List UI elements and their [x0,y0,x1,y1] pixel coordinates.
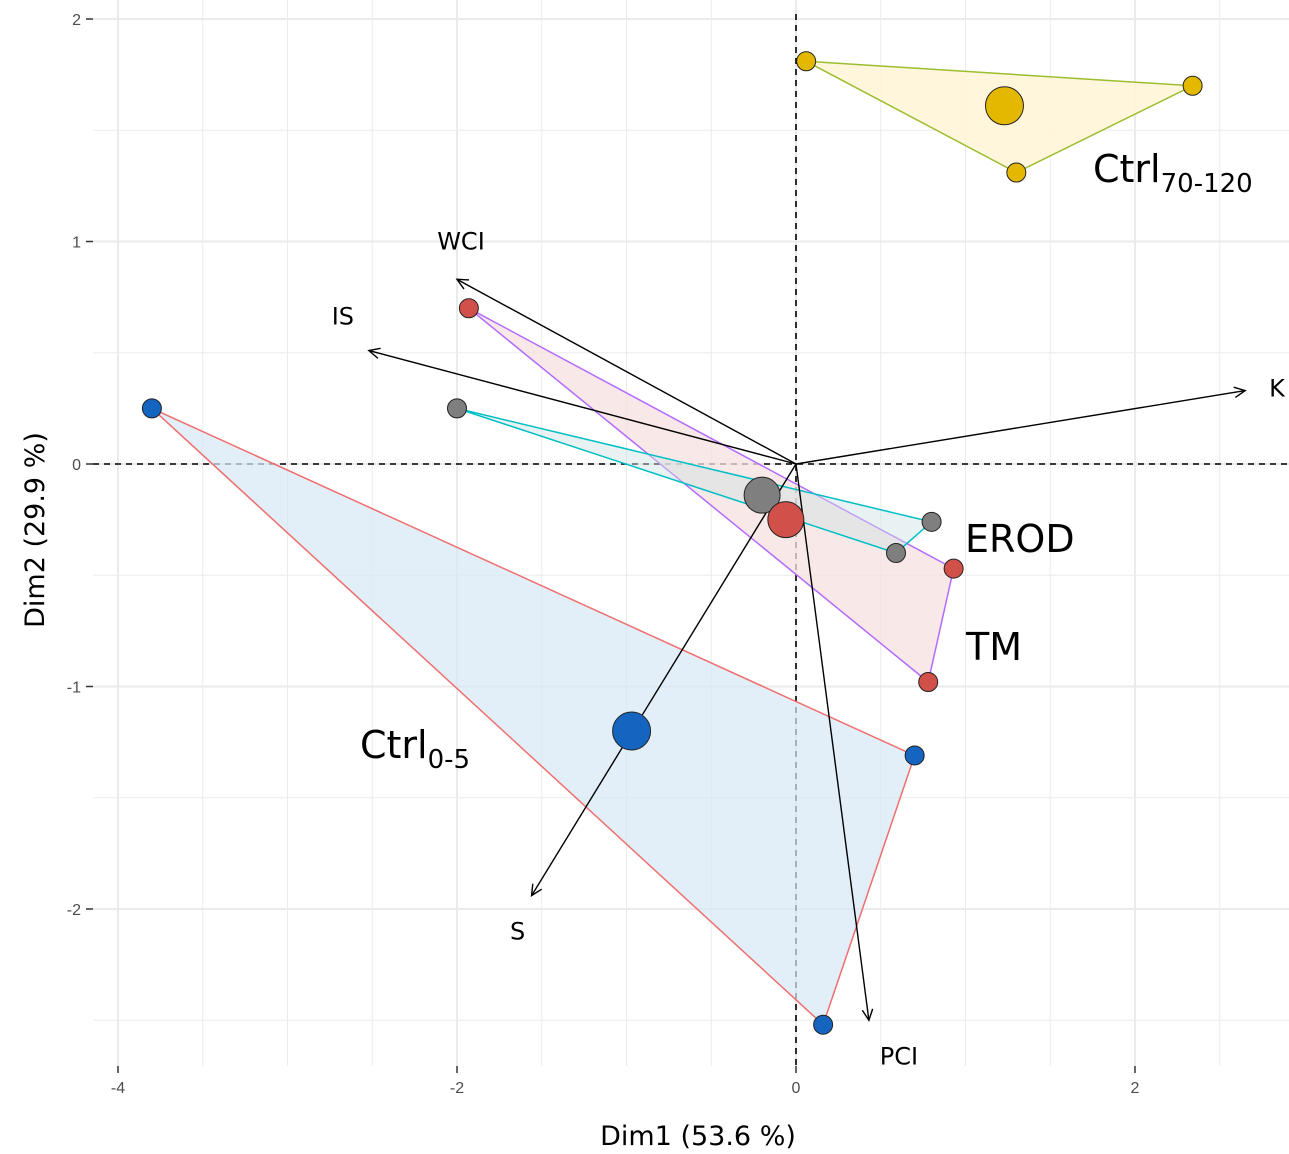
hull-ctrl0 [151,407,916,1027]
centroid-ctrl0 [612,711,652,751]
point-erod [921,511,942,532]
y-tick-label: 1 [72,235,81,252]
group-label-tm: TM [965,625,1022,669]
group-label-ctrl0: Ctrl0-5 [360,723,470,775]
variable-label-is: IS [332,303,354,331]
group-label-ctrl70: Ctrl70-120 [1093,147,1253,199]
group-centroids [612,86,1024,751]
y-tick-label: 2 [72,12,81,29]
arrow-s [530,463,797,897]
y-tick-label: -1 [67,680,81,697]
arrow-is [368,349,797,465]
x-tick-label: -2 [450,1080,464,1097]
arrowhead-is [367,347,381,359]
point-ctrl0 [813,1014,834,1035]
arrow-k [795,389,1246,465]
arrowhead-k [1233,386,1247,399]
hull-erod [456,407,934,554]
variable-label-k: K [1269,375,1286,403]
group-label-erod: EROD [965,517,1075,561]
arrow-pci [795,463,870,1021]
arrowhead-pci [861,1008,874,1022]
point-ctrl70 [1006,162,1027,183]
centroid-tm [767,501,805,539]
point-ctrl70 [796,51,817,72]
point-tm [943,558,964,579]
x-tick-label: 2 [1131,1080,1140,1097]
arrow-wci [456,278,797,465]
centroid-erod [743,476,781,514]
y-tick-label: 0 [72,457,81,474]
point-ctrl0 [141,398,162,419]
variable-label-s: S [510,918,525,946]
individual-points [141,51,1203,1035]
y-axis-title: Dim2 (29.9 %) [20,432,51,628]
variable-label-pci: PCI [880,1042,918,1070]
axes: -4 -2 0 2 2 1 0 -1 -2 [67,12,1140,1097]
point-ctrl0 [904,745,925,766]
arrowhead-wci [455,278,470,290]
point-tm [918,672,939,693]
centroid-ctrl70 [984,86,1024,126]
variable-label-wci: WCI [437,227,485,255]
hull-tm [468,307,955,684]
variable-arrows [367,278,1247,1022]
point-erod [447,398,467,419]
y-tick-label: -2 [67,902,81,919]
point-tm [458,298,479,319]
x-axis-title: Dim1 (53.6 %) [600,1121,796,1152]
labels: WCI IS K S PCI Ctrl0-5 Ctrl70-120 TM EROD [332,147,1286,1070]
point-erod [886,543,907,563]
x-tick-label: 0 [792,1080,801,1097]
point-ctrl70 [1182,75,1203,96]
x-tick-label: -4 [111,1080,125,1097]
arrowhead-s [530,883,543,898]
